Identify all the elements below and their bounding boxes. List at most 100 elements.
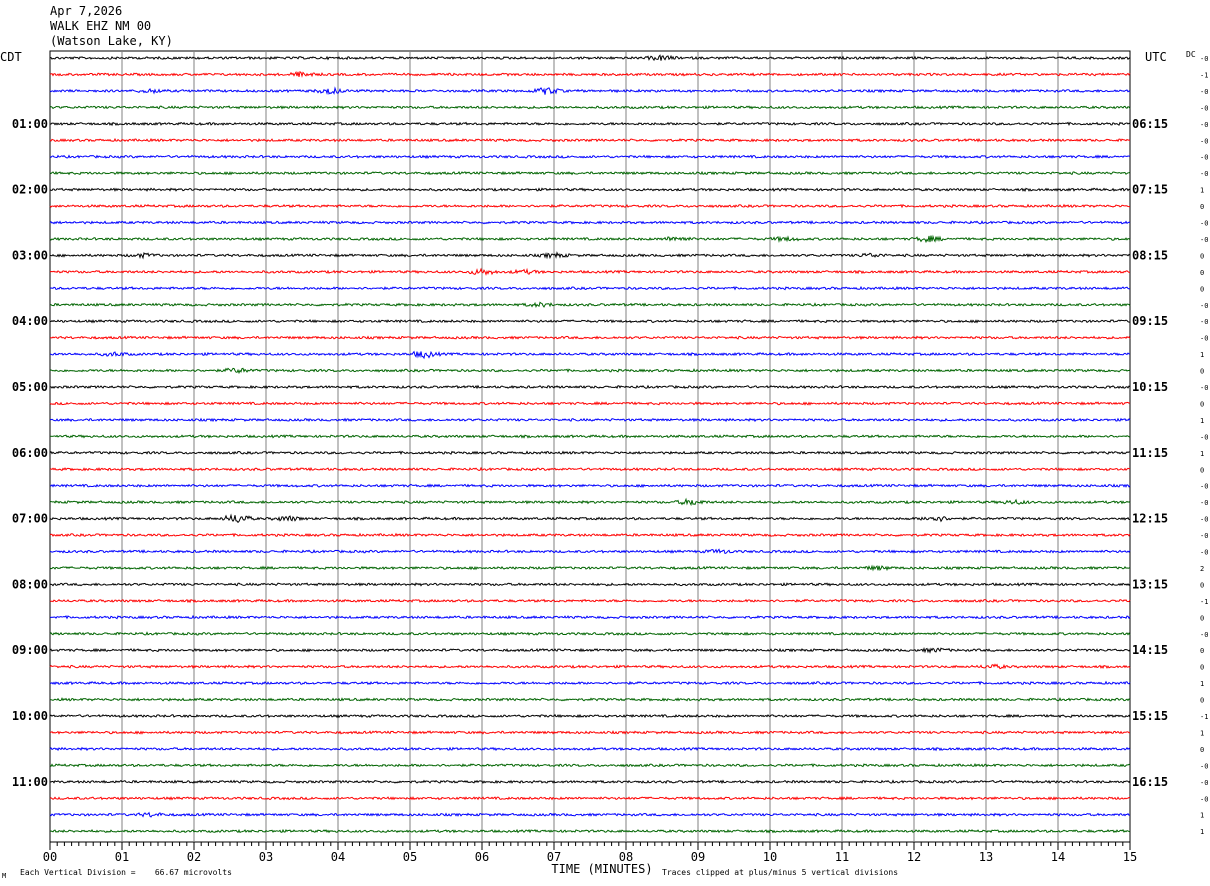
x-tick-label: 05: [403, 850, 417, 864]
dc-offset-label: 0: [1200, 466, 1204, 474]
x-tick-label: 13: [979, 850, 993, 864]
dc-offset-label: 0: [1200, 285, 1204, 293]
time-label-cdt: 10:00: [12, 709, 48, 723]
x-tick-label: 06: [475, 850, 489, 864]
corner-mark: M: [2, 872, 7, 880]
trace-line: [49, 631, 1131, 637]
time-label-cdt: 01:00: [12, 117, 48, 131]
time-label-utc: 06:15: [1132, 117, 1168, 131]
dc-offset-label: -0: [1200, 483, 1208, 491]
trace-line: [49, 647, 1131, 654]
dc-offset-label: -1: [1200, 713, 1208, 721]
trace-line: [49, 267, 1131, 276]
dc-offset-label: 0: [1200, 647, 1204, 655]
trace-line: [49, 779, 1131, 785]
trace-line: [49, 680, 1131, 686]
trace-line: [49, 350, 1131, 360]
trace-line: [49, 811, 1131, 818]
dc-offset-label: 1: [1200, 828, 1204, 836]
dc-offset-label: -0: [1200, 55, 1208, 63]
trace-line: [49, 105, 1131, 110]
trace-line: [49, 384, 1131, 390]
dc-offset-label: 2: [1200, 565, 1204, 573]
time-label-utc: 12:15: [1132, 512, 1168, 526]
dc-offset-label: -0: [1200, 318, 1208, 326]
trace-line: [49, 203, 1131, 209]
time-label-utc: 09:15: [1132, 314, 1168, 328]
trace-line: [49, 234, 1131, 244]
trace-line: [49, 483, 1131, 489]
x-axis-title: TIME (MINUTES): [551, 862, 652, 876]
trace-line: [49, 301, 1131, 308]
dc-offset-label: 1: [1200, 450, 1204, 458]
trace-line: [49, 401, 1131, 406]
x-tick-label: 01: [115, 850, 129, 864]
trace-line: [49, 828, 1131, 834]
axis-label-cdt: CDT: [0, 50, 22, 64]
dc-offset-label: 1: [1200, 351, 1204, 359]
dc-offset-label: 1: [1200, 417, 1204, 425]
dc-offset-label: -1: [1200, 598, 1208, 606]
trace-line: [49, 137, 1131, 143]
dc-offset-label: -0: [1200, 549, 1208, 557]
plot-date: Apr 7,2026: [50, 4, 123, 18]
clip-note: Traces clipped at plus/minus 5 vertical …: [662, 868, 899, 877]
time-label-utc: 08:15: [1132, 248, 1168, 262]
time-label-cdt: 04:00: [12, 314, 48, 328]
trace-line: [49, 450, 1131, 456]
trace-line: [49, 417, 1131, 423]
dc-offset-label: 1: [1200, 680, 1204, 688]
time-label-cdt: 02:00: [12, 183, 48, 197]
x-tick-label: 00: [43, 850, 57, 864]
x-tick-label: 07: [547, 850, 561, 864]
dc-offset-label: -1: [1200, 71, 1208, 79]
trace-line: [49, 70, 1131, 78]
dc-offset-label: -0: [1200, 88, 1208, 96]
dc-offset-label: -0: [1200, 779, 1208, 787]
trace-line: [49, 170, 1131, 176]
axis-label-dc: DC: [1186, 50, 1196, 59]
x-tick-label: 09: [691, 850, 705, 864]
trace-line: [49, 251, 1131, 260]
trace-line: [49, 762, 1131, 768]
trace-line: [50, 434, 1131, 439]
dc-offset-label: -0: [1200, 516, 1208, 524]
dc-offset-label: 1: [1200, 729, 1204, 737]
dc-offset-label: -0: [1200, 220, 1208, 228]
time-label-cdt: 11:00: [12, 775, 48, 789]
time-label-utc: 14:15: [1132, 643, 1168, 657]
dc-offset-label: -0: [1200, 154, 1208, 162]
time-label-cdt: 08:00: [12, 577, 48, 591]
time-label-utc: 10:15: [1132, 380, 1168, 394]
x-tick-label: 11: [835, 850, 849, 864]
dc-offset-label: -0: [1200, 532, 1208, 540]
time-label-utc: 15:15: [1132, 709, 1168, 723]
dc-offset-label: -0: [1200, 762, 1208, 770]
dc-offset-label: -0: [1200, 170, 1208, 178]
time-label-cdt: 06:00: [12, 446, 48, 460]
x-tick-label: 12: [907, 850, 921, 864]
dc-offset-label: -0: [1200, 384, 1208, 392]
x-tick-label: 03: [259, 850, 273, 864]
time-label-cdt: 03:00: [12, 248, 48, 262]
trace-line: [49, 318, 1130, 324]
trace-line: [49, 86, 1131, 96]
dc-offset-label: 0: [1200, 203, 1204, 211]
dc-offset-label: -0: [1200, 499, 1208, 507]
trace-line: [49, 220, 1131, 225]
trace-line: [49, 598, 1131, 604]
dc-offset-label: 0: [1200, 269, 1204, 277]
trace-line: [49, 582, 1131, 587]
dc-offset-label: -0: [1200, 631, 1208, 639]
trace-line: [49, 532, 1131, 538]
time-label-utc: 16:15: [1132, 775, 1168, 789]
station-location: (Watson Lake, KY): [50, 34, 173, 48]
trace-line: [49, 335, 1131, 340]
dc-offset-label: -0: [1200, 137, 1208, 145]
dc-offset-label: -0: [1200, 335, 1208, 343]
x-tick-label: 15: [1123, 850, 1137, 864]
dc-offset-label: 0: [1200, 581, 1204, 589]
dc-offset-label: 0: [1200, 252, 1204, 260]
trace-line: [49, 154, 1131, 159]
dc-offset-label: -0: [1200, 433, 1208, 441]
